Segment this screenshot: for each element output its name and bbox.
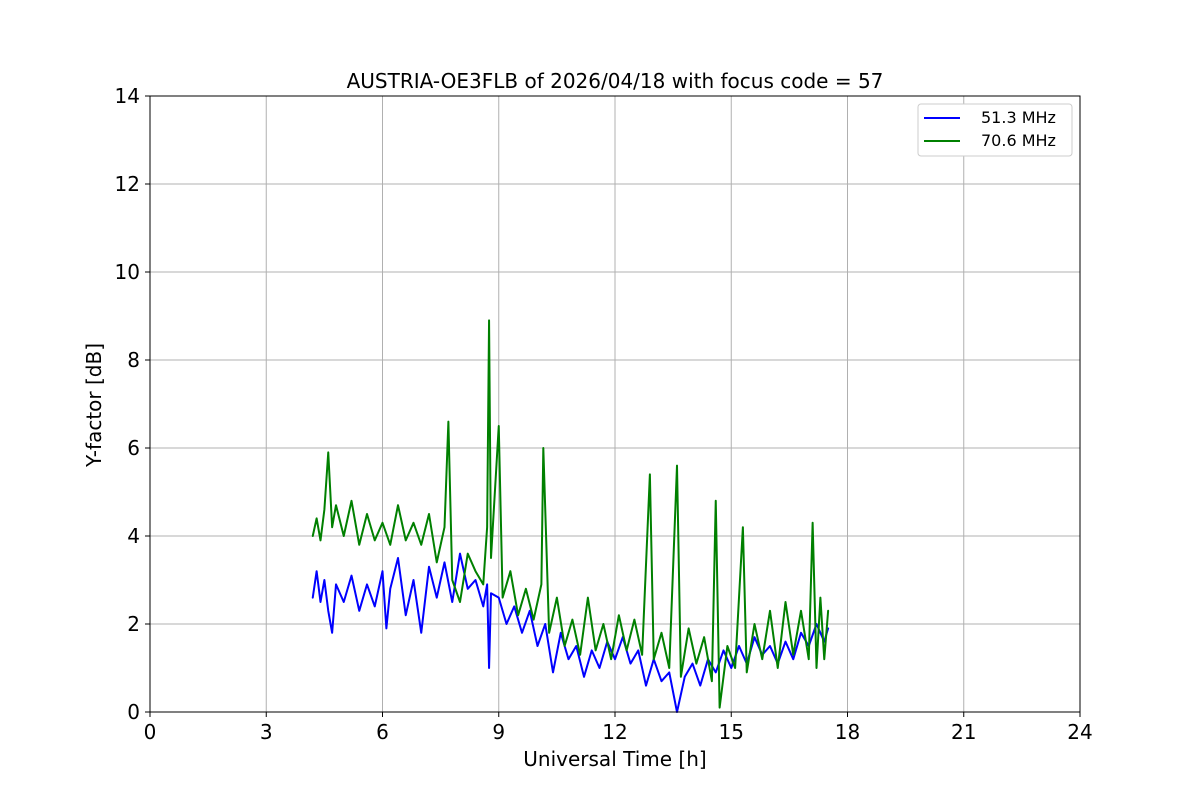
- series-line-51-3-mhz: [311, 552, 830, 713]
- y-tick-label: 0: [127, 700, 140, 724]
- legend-label-70-6-mhz: 70.6 MHz: [981, 131, 1056, 150]
- chart-title: AUSTRIA-OE3FLB of 2026/04/18 with focus …: [347, 69, 884, 93]
- y-tick-label: 8: [127, 348, 140, 372]
- x-tick-label: 24: [1067, 720, 1092, 744]
- x-tick-label: 0: [144, 720, 157, 744]
- y-tick-label: 4: [127, 524, 140, 548]
- x-tick-label: 9: [492, 720, 505, 744]
- y-tick-label: 2: [127, 612, 140, 636]
- y-tick-label: 10: [115, 260, 140, 284]
- x-tick-label: 15: [719, 720, 744, 744]
- series-lines: [311, 319, 830, 713]
- legend: 51.3 MHz 70.6 MHz: [917, 103, 1073, 157]
- legend-label-51-3-mhz: 51.3 MHz: [981, 108, 1056, 127]
- y-tick-label: 12: [115, 172, 140, 196]
- x-tick-label: 21: [951, 720, 976, 744]
- x-tick-label: 6: [376, 720, 389, 744]
- x-axis-label: Universal Time [h]: [523, 747, 706, 771]
- series-line-70-6-mhz: [311, 319, 830, 709]
- x-tick-label: 3: [260, 720, 273, 744]
- y-tick-label: 6: [127, 436, 140, 460]
- y-axis-label: Y-factor [dB]: [82, 343, 106, 468]
- y-tick-label: 14: [115, 84, 140, 108]
- x-tick-label: 18: [835, 720, 860, 744]
- x-tick-label: 12: [602, 720, 627, 744]
